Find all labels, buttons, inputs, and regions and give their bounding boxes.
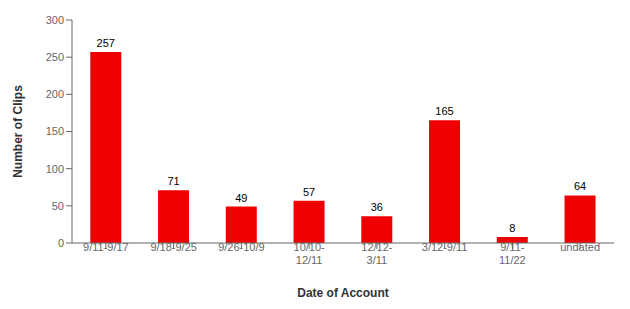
- svg-text:undated: undated: [560, 241, 600, 253]
- svg-text:165: 165: [435, 105, 453, 117]
- svg-text:9/26-10/9: 9/26-10/9: [218, 241, 264, 253]
- svg-text:12/12-3/11: 12/12-3/11: [361, 241, 393, 266]
- svg-text:8: 8: [509, 222, 515, 234]
- svg-text:Number of Clips: Number of Clips: [11, 85, 25, 178]
- svg-text:36: 36: [371, 201, 383, 213]
- svg-text:100: 100: [46, 163, 64, 175]
- svg-text:257: 257: [97, 37, 115, 49]
- svg-text:250: 250: [46, 51, 64, 63]
- svg-text:200: 200: [46, 88, 64, 100]
- svg-text:50: 50: [52, 200, 64, 212]
- svg-text:9/11-9/17: 9/11-9/17: [83, 241, 129, 253]
- svg-text:0: 0: [58, 237, 64, 249]
- svg-text:3/12-9/11: 3/12-9/11: [422, 241, 468, 253]
- svg-text:150: 150: [46, 125, 64, 137]
- svg-text:9/18-9/25: 9/18-9/25: [150, 241, 196, 253]
- svg-text:71: 71: [167, 175, 179, 187]
- svg-text:64: 64: [574, 180, 586, 192]
- svg-text:57: 57: [303, 186, 315, 198]
- svg-text:10/10-12/11: 10/10-12/11: [294, 241, 326, 266]
- svg-text:49: 49: [235, 192, 247, 204]
- svg-text:9/11-11/22: 9/11-11/22: [499, 241, 526, 266]
- svg-text:300: 300: [46, 14, 64, 26]
- svg-text:Date of Account: Date of Account: [297, 286, 389, 300]
